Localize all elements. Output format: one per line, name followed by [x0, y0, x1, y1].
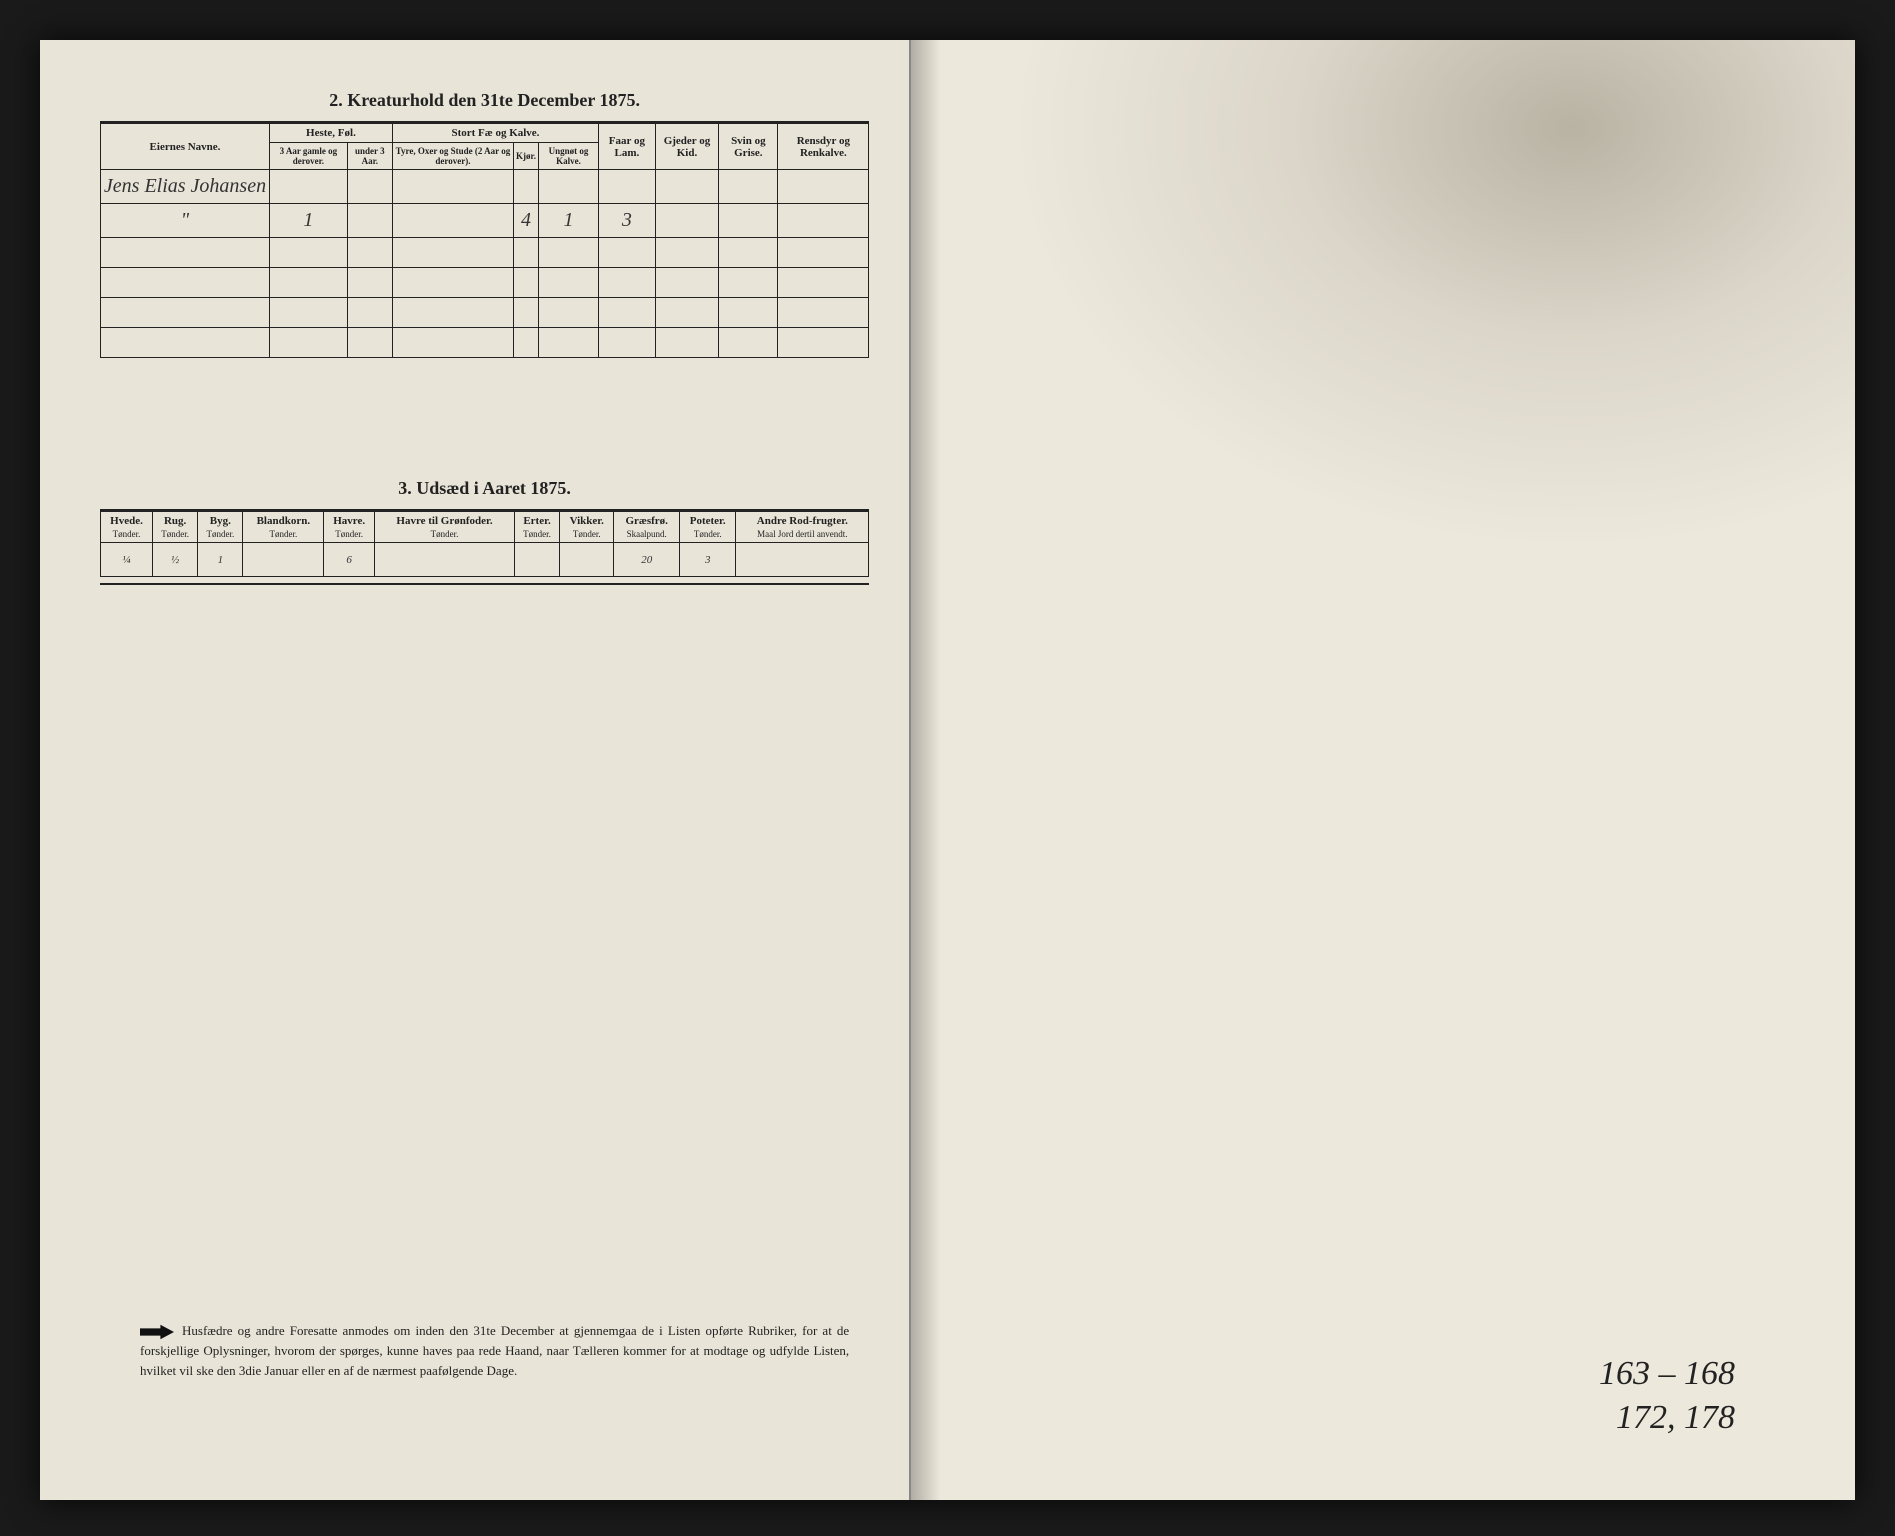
- col-cattle-bulls: Tyre, Oxer og Stude (2 Aar og derover).: [392, 143, 513, 170]
- spine-shadow: [911, 40, 941, 1500]
- col-pigs: Svin og Grise.: [719, 124, 778, 170]
- col-reindeer: Rensdyr og Renkalve.: [778, 124, 869, 170]
- cell: [778, 204, 869, 238]
- cell: [347, 170, 392, 204]
- cell: 1: [270, 204, 348, 238]
- table-row: ¼ ½ 1 6 20 3: [101, 543, 869, 577]
- cell: [270, 170, 348, 204]
- col-erter: Erter.Tønder.: [514, 512, 559, 543]
- col-hvede: Hvede.Tønder.: [101, 512, 153, 543]
- cell: 3: [679, 543, 736, 577]
- cell: [736, 543, 869, 577]
- cell: ¼: [101, 543, 153, 577]
- cell: [514, 543, 559, 577]
- col-rug: Rug.Tønder.: [153, 512, 198, 543]
- livestock-table: Eiernes Navne. Heste, Føl. Stort Fæ og K…: [100, 123, 869, 358]
- cell: [655, 170, 718, 204]
- cell: 20: [614, 543, 680, 577]
- pointing-hand-icon: [140, 1323, 174, 1341]
- seed-table: Hvede.Tønder. Rug.Tønder. Byg.Tønder. Bl…: [100, 511, 869, 577]
- notice-text: Husfædre og andre Foresatte anmodes om i…: [140, 1321, 849, 1380]
- col-graesfro: Græsfrø.Skaalpund.: [614, 512, 680, 543]
- col-horses-young: under 3 Aar.: [347, 143, 392, 170]
- right-page: 163 – 168 172, 178: [911, 40, 1855, 1500]
- col-cattle-cows: Kjør.: [514, 143, 539, 170]
- col-sheep: Faar og Lam.: [599, 124, 656, 170]
- col-horses-group: Heste, Føl.: [270, 124, 393, 143]
- table-row: [101, 298, 869, 328]
- cell: [560, 543, 614, 577]
- col-owner: Eiernes Navne.: [101, 124, 270, 170]
- left-page: 2. Kreaturhold den 31te December 1875. E…: [40, 40, 911, 1500]
- col-byg: Byg.Tønder.: [198, 512, 243, 543]
- cell: 3: [599, 204, 656, 238]
- cell: [392, 204, 513, 238]
- col-vikker: Vikker.Tønder.: [560, 512, 614, 543]
- pagenum-line: 163 – 168: [1599, 1352, 1735, 1396]
- col-horses-old: 3 Aar gamle og derover.: [270, 143, 348, 170]
- cell: ½: [153, 543, 198, 577]
- col-blandkorn: Blandkorn.Tønder.: [243, 512, 324, 543]
- cell: [392, 170, 513, 204]
- cell: [655, 204, 718, 238]
- cell: [719, 204, 778, 238]
- page-numbers: 163 – 168 172, 178: [1599, 1352, 1735, 1440]
- divider: [100, 583, 869, 585]
- table-row: " 1 4 1 3: [101, 204, 869, 238]
- cell: [538, 170, 598, 204]
- table-row: [101, 328, 869, 358]
- cell: [243, 543, 324, 577]
- cell-owner: Jens Elias Johansen: [101, 170, 270, 204]
- cell: [347, 204, 392, 238]
- cell: [514, 170, 539, 204]
- cell: [719, 170, 778, 204]
- col-havre-gron: Havre til Grønfoder.Tønder.: [375, 512, 515, 543]
- col-goats: Gjeder og Kid.: [655, 124, 718, 170]
- pagenum-line: 172, 178: [1599, 1396, 1735, 1440]
- cell: [599, 170, 656, 204]
- col-rodfrugter: Andre Rod-frugter.Maal Jord dertil anven…: [736, 512, 869, 543]
- cell: 4: [514, 204, 539, 238]
- col-cattle-group: Stort Fæ og Kalve.: [392, 124, 598, 143]
- cell: [778, 170, 869, 204]
- cell-owner: ": [101, 204, 270, 238]
- table-row: [101, 268, 869, 298]
- cell: [375, 543, 515, 577]
- cell: 1: [198, 543, 243, 577]
- col-poteter: Poteter.Tønder.: [679, 512, 736, 543]
- cell: 1: [538, 204, 598, 238]
- col-cattle-young: Ungnøt og Kalve.: [538, 143, 598, 170]
- section3-title: 3. Udsæd i Aaret 1875.: [100, 478, 869, 499]
- section2-title: 2. Kreaturhold den 31te December 1875.: [100, 90, 869, 111]
- table-row: Jens Elias Johansen: [101, 170, 869, 204]
- col-havre: Havre.Tønder.: [324, 512, 375, 543]
- cell: 6: [324, 543, 375, 577]
- table-row: [101, 238, 869, 268]
- book-spread: 2. Kreaturhold den 31te December 1875. E…: [40, 40, 1855, 1500]
